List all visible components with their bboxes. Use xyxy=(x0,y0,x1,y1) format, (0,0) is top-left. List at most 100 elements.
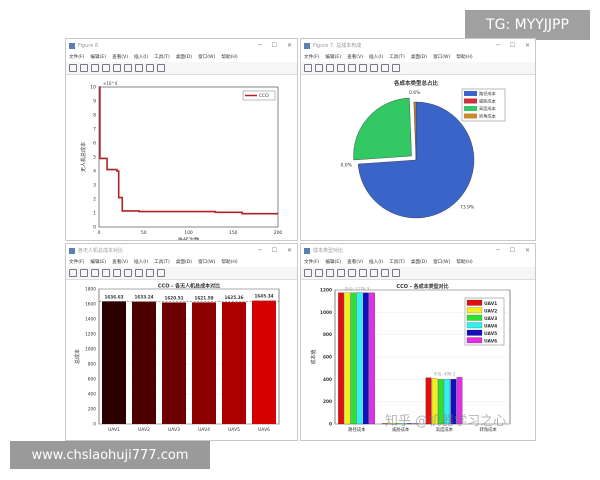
menu-item[interactable]: 查看(V) xyxy=(347,55,364,60)
legend-swatch xyxy=(464,106,477,111)
zoom-icon[interactable] xyxy=(348,269,356,277)
save-icon[interactable] xyxy=(91,269,99,277)
save-icon[interactable] xyxy=(326,64,334,72)
pointer-icon[interactable] xyxy=(146,269,154,277)
menu-item[interactable]: 编辑(E) xyxy=(325,55,342,60)
menu-item[interactable]: 窗口(W) xyxy=(198,260,216,265)
save-icon[interactable] xyxy=(326,269,334,277)
zoom-icon[interactable] xyxy=(348,64,356,72)
open-icon[interactable] xyxy=(315,269,323,277)
pointer-icon[interactable] xyxy=(146,64,154,72)
bar-uav3 xyxy=(162,302,186,424)
menu-item[interactable]: 桌面(D) xyxy=(175,260,193,265)
link-icon[interactable] xyxy=(359,269,367,277)
axes-box xyxy=(98,288,280,425)
open-icon[interactable] xyxy=(80,64,88,72)
menu-item[interactable]: 文件(F) xyxy=(304,55,320,60)
dock-icon[interactable] xyxy=(370,64,378,72)
y-tick-label: 5 xyxy=(93,155,96,161)
panel-icon[interactable] xyxy=(157,269,165,277)
save-icon[interactable] xyxy=(91,64,99,72)
close-button[interactable]: ✕ xyxy=(286,42,292,49)
menu-item[interactable]: 工具(T) xyxy=(154,55,170,60)
maximize-button[interactable]: ☐ xyxy=(271,42,277,49)
menu-item[interactable]: 查看(V) xyxy=(347,260,364,265)
menu-item[interactable]: 文件(F) xyxy=(69,55,85,60)
bar-uav6-0 xyxy=(369,292,375,425)
y-tick-label: 200 xyxy=(88,407,96,413)
new-file-icon[interactable] xyxy=(69,64,77,72)
pointer-icon[interactable] xyxy=(381,269,389,277)
minimize-button[interactable]: ─ xyxy=(495,247,500,254)
dock-icon[interactable] xyxy=(135,64,143,72)
new-file-icon[interactable] xyxy=(304,269,312,277)
legend-box xyxy=(464,297,505,346)
panel-icon[interactable] xyxy=(157,64,165,72)
print-icon[interactable] xyxy=(102,64,110,72)
menu-item[interactable]: 桌面(D) xyxy=(410,55,428,60)
y-tick-label: 0 xyxy=(93,225,96,231)
menu-item[interactable]: 编辑(E) xyxy=(90,260,107,265)
minimize-button[interactable]: ─ xyxy=(257,42,262,49)
y-tick-label: 6 xyxy=(93,141,96,147)
dock-icon[interactable] xyxy=(370,269,378,277)
minimize-button[interactable]: ─ xyxy=(257,247,262,254)
pointer-icon[interactable] xyxy=(381,64,389,72)
panel-icon[interactable] xyxy=(392,64,400,72)
print-icon[interactable] xyxy=(102,269,110,277)
menu-item[interactable]: 文件(F) xyxy=(304,260,320,265)
menu-item[interactable]: 桌面(D) xyxy=(175,55,193,60)
x-axis-label: 迭代次数 xyxy=(177,236,200,241)
close-button[interactable]: ✕ xyxy=(524,42,530,49)
y-tick-label: 1200 xyxy=(320,288,332,294)
menu-item[interactable]: 插入(I) xyxy=(134,260,149,265)
menu-item[interactable]: 帮助(H) xyxy=(221,260,238,265)
menu-item[interactable]: 插入(I) xyxy=(369,55,384,60)
pie-percent-label: 0.0% xyxy=(340,163,352,169)
maximize-button[interactable]: ☐ xyxy=(509,42,515,49)
dock-icon[interactable] xyxy=(135,269,143,277)
menu-item[interactable]: 插入(I) xyxy=(369,260,384,265)
menu-item[interactable]: 帮助(H) xyxy=(456,260,473,265)
y-axis-label: 成本值 xyxy=(310,349,317,364)
menu-item[interactable]: 帮助(H) xyxy=(456,55,473,60)
menu-item[interactable]: 桌面(D) xyxy=(410,260,428,265)
menu-item[interactable]: 编辑(E) xyxy=(90,55,107,60)
y-tick-label: 1000 xyxy=(320,310,332,316)
zoom-icon[interactable] xyxy=(113,64,121,72)
menu-item[interactable]: 文件(F) xyxy=(69,260,85,265)
maximize-button[interactable]: ☐ xyxy=(509,247,515,254)
menu-item[interactable]: 窗口(W) xyxy=(198,55,216,60)
menu-item[interactable]: 工具(T) xyxy=(154,260,170,265)
x-tick-label: 转角成本 xyxy=(480,426,498,433)
menu-item[interactable]: 窗口(W) xyxy=(433,260,451,265)
menu-item[interactable]: 插入(I) xyxy=(134,55,149,60)
link-icon[interactable] xyxy=(124,269,132,277)
legend-box xyxy=(242,90,276,101)
close-button[interactable]: ✕ xyxy=(524,247,530,254)
new-file-icon[interactable] xyxy=(304,64,312,72)
menu-item[interactable]: 帮助(H) xyxy=(221,55,238,60)
window-title: 各无人机总成本对比 xyxy=(78,248,124,254)
minimize-button[interactable]: ─ xyxy=(495,42,500,49)
menu-item[interactable]: 查看(V) xyxy=(112,260,129,265)
title-bar: Figure 8 ─ ☐ ✕ xyxy=(66,39,297,52)
zoom-icon[interactable] xyxy=(113,269,121,277)
menu-item[interactable]: 工具(T) xyxy=(389,55,405,60)
open-icon[interactable] xyxy=(80,269,88,277)
maximize-button[interactable]: ☐ xyxy=(271,247,277,254)
link-icon[interactable] xyxy=(124,64,132,72)
figure-window-convergence: Figure 8 ─ ☐ ✕ 文件(F) 编辑(E) 查看(V) 插入(I) 工具(T) 桌面(… xyxy=(65,38,298,241)
y-tick-label: 800 xyxy=(323,332,332,338)
close-button[interactable]: ✕ xyxy=(286,247,292,254)
print-icon[interactable] xyxy=(337,269,345,277)
link-icon[interactable] xyxy=(359,64,367,72)
open-icon[interactable] xyxy=(315,64,323,72)
new-file-icon[interactable] xyxy=(69,269,77,277)
menu-item[interactable]: 窗口(W) xyxy=(433,55,451,60)
menu-item[interactable]: 编辑(E) xyxy=(325,260,342,265)
menu-item[interactable]: 查看(V) xyxy=(112,55,129,60)
print-icon[interactable] xyxy=(337,64,345,72)
panel-icon[interactable] xyxy=(392,269,400,277)
menu-item[interactable]: 工具(T) xyxy=(389,260,405,265)
